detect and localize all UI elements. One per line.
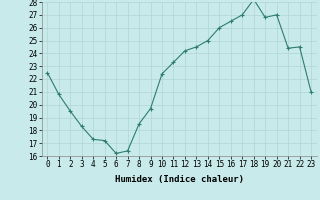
X-axis label: Humidex (Indice chaleur): Humidex (Indice chaleur) [115,175,244,184]
